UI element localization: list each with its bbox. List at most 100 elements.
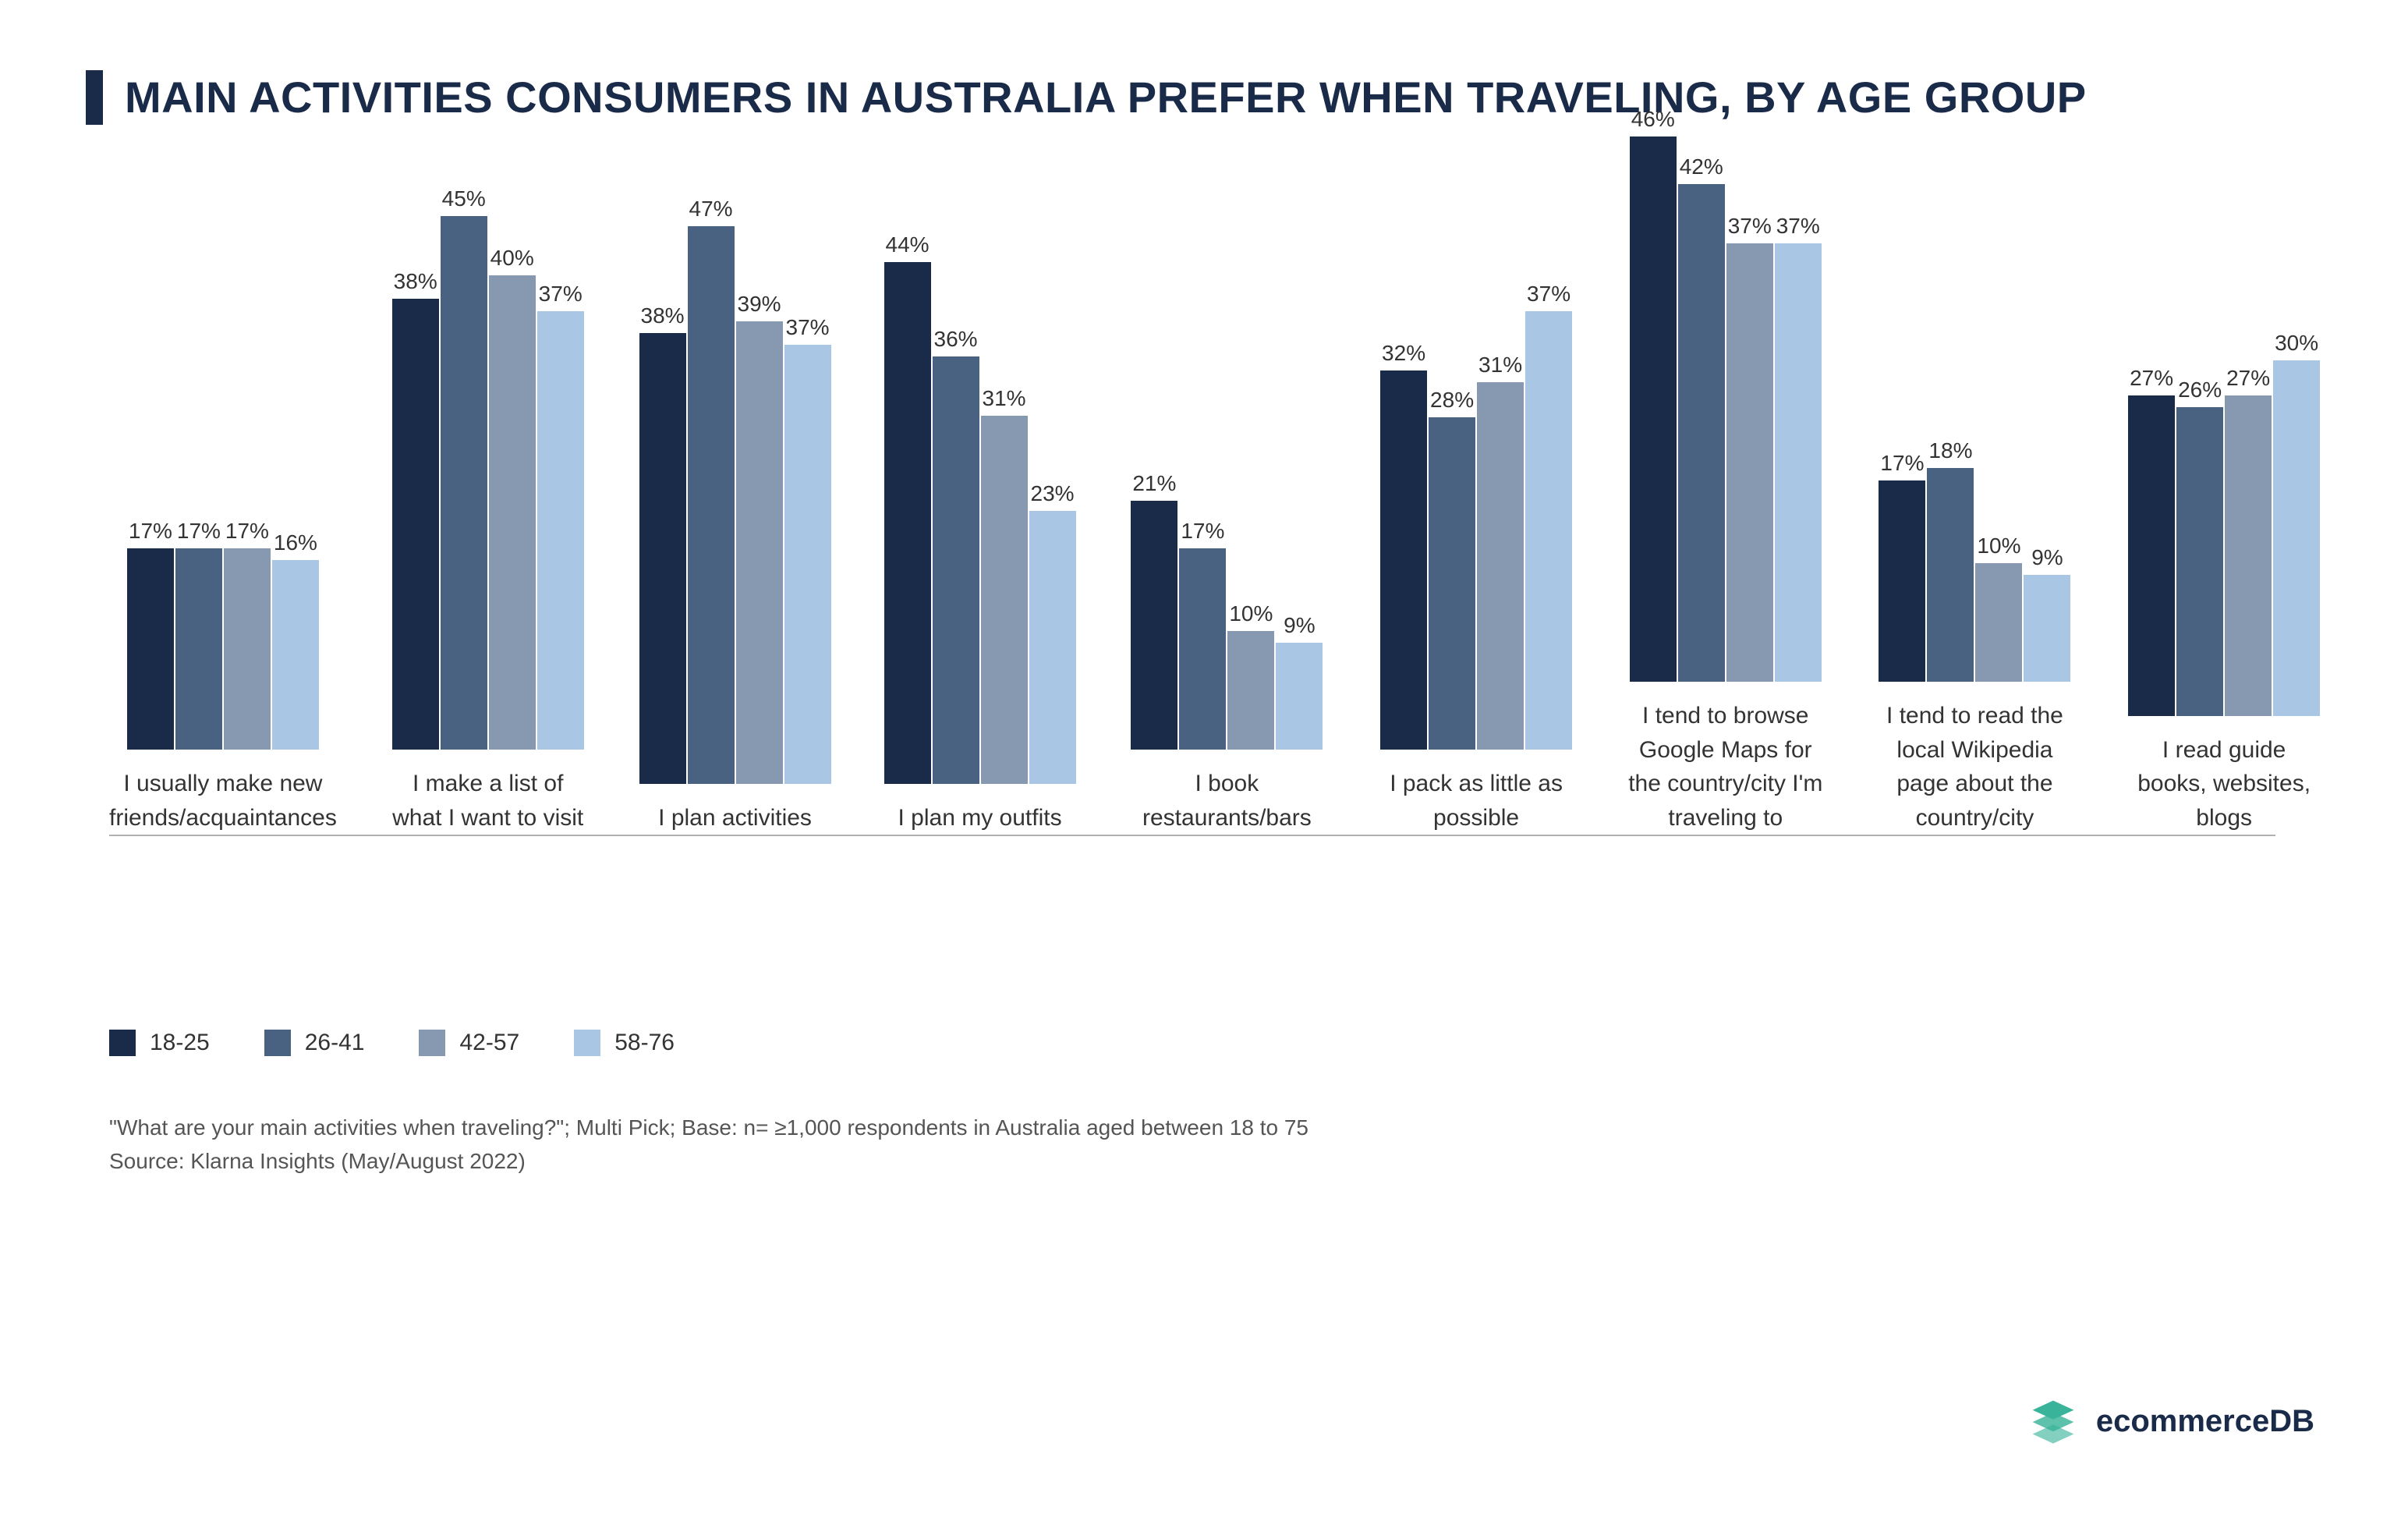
bar: 28%: [1429, 388, 1475, 750]
legend-label: 26-41: [305, 1030, 365, 1056]
bar-value-label: 17%: [177, 519, 221, 544]
chart-legend: 18-25 26-41 42-57 58-76: [109, 1030, 2322, 1056]
chart-baseline: [109, 835, 2275, 836]
bar-value-label: 36%: [934, 327, 978, 352]
category-label: I read guide books, websites, blogs: [2126, 733, 2322, 835]
bar: 17%: [175, 519, 222, 750]
bar-value-label: 9%: [1284, 613, 1315, 638]
bar: 42%: [1678, 154, 1725, 682]
bar: 17%: [127, 519, 174, 750]
bar: 17%: [1179, 519, 1226, 750]
category-label: I usually make new friends/acquaintances: [109, 767, 337, 835]
chart-footer: "What are your main activities when trav…: [109, 1111, 2322, 1179]
bar: 9%: [1276, 613, 1323, 750]
title-accent-bar: [86, 70, 103, 125]
bar-value-label: 37%: [1728, 214, 1772, 239]
category-label: I tend to browse Google Maps for the cou…: [1627, 699, 1824, 835]
chart-group: 46%42% 37%37% I tend to browse Google Maps…: [1627, 89, 1824, 835]
bar-value-label: 31%: [983, 386, 1026, 411]
bar: 31%: [981, 386, 1028, 783]
footer-question: "What are your main activities when trav…: [109, 1111, 2322, 1144]
category-label: I plan activities: [658, 801, 812, 835]
bar-value-label: 47%: [689, 197, 733, 222]
bar-value-label: 28%: [1430, 388, 1474, 413]
bar-value-label: 21%: [1132, 471, 1176, 496]
legend-item: 42-57: [419, 1030, 519, 1056]
chart-group: 17%18% 10% 9% I tend to read the local Wiki…: [1877, 89, 2073, 835]
bar: 40%: [489, 246, 536, 750]
bar-value-label: 32%: [1382, 341, 1425, 366]
bar-value-label: 38%: [394, 269, 437, 294]
chart-group: 27%26%27%30%I read guide books, websites…: [2126, 123, 2322, 835]
bar: 37%: [537, 282, 584, 750]
bar-value-label: 42%: [1680, 154, 1723, 179]
bar-value-label: 38%: [641, 303, 685, 328]
brand-name: ecommerceDB: [2096, 1404, 2314, 1439]
legend-swatch: [419, 1030, 445, 1056]
bar-value-label: 27%: [2130, 366, 2173, 391]
bar: 37%: [784, 315, 831, 783]
bar: 10%: [1975, 534, 2022, 682]
bar-value-label: 18%: [1928, 438, 1972, 463]
footer-source: Source: Klarna Insights (May/August 2022…: [109, 1144, 2322, 1178]
legend-label: 18-25: [150, 1030, 210, 1056]
bar: 37%: [1775, 214, 1822, 682]
chart-group: 44% 36% 31% 23% I plan my outfits: [884, 191, 1076, 835]
bar: 21%: [1131, 471, 1177, 750]
bar-value-label: 17%: [1880, 451, 1924, 476]
bar-value-label: 37%: [539, 282, 583, 307]
legend-label: 58-76: [614, 1030, 675, 1056]
bar: 17%: [224, 519, 271, 750]
bar-value-label: 27%: [2226, 366, 2270, 391]
legend-item: 18-25: [109, 1030, 210, 1056]
bar: 32%: [1380, 341, 1427, 750]
bar: 37%: [1726, 214, 1773, 682]
bar: 44%: [884, 232, 931, 784]
bar-value-label: 10%: [1977, 534, 2020, 558]
legend-item: 26-41: [264, 1030, 365, 1056]
bar: 38%: [639, 303, 686, 784]
bar: 45%: [441, 186, 487, 750]
bar-value-label: 26%: [2178, 378, 2222, 402]
brand-logo: ecommerceDB: [2027, 1395, 2314, 1447]
bar: 30%: [2273, 331, 2320, 716]
bar-value-label: 16%: [274, 530, 317, 555]
stack-icon: [2027, 1395, 2079, 1447]
bar-value-label: 9%: [2031, 545, 2063, 570]
bar-value-label: 30%: [2275, 331, 2318, 356]
bar: 26%: [2176, 378, 2223, 715]
bar-value-label: 23%: [1031, 481, 1075, 506]
bar: 47%: [688, 197, 735, 783]
chart-group: 32%28%31%37%I pack as little as possible: [1378, 157, 1574, 835]
bar-value-label: 44%: [886, 232, 930, 257]
bar-value-label: 17%: [225, 519, 269, 544]
bar: 9%: [2024, 545, 2070, 682]
legend-swatch: [574, 1030, 600, 1056]
bar-value-label: 17%: [1181, 519, 1224, 544]
legend-item: 58-76: [574, 1030, 675, 1056]
chart-group: 38% 45% 40%37% I make a list of what I want…: [390, 157, 586, 835]
bar: 18%: [1927, 438, 1974, 682]
legend-swatch: [109, 1030, 136, 1056]
bar: 10%: [1227, 601, 1274, 750]
bar: 39%: [736, 292, 783, 784]
bar-value-label: 39%: [738, 292, 781, 317]
bar: 31%: [1477, 353, 1524, 750]
legend-swatch: [264, 1030, 291, 1056]
bar: 16%: [272, 530, 319, 750]
bar: 27%: [2128, 366, 2175, 715]
bar: 17%: [1879, 451, 1925, 682]
chart-group: 21%17%10%9%I book restaurants/bars: [1129, 157, 1326, 835]
chart-group: 38% 47% 39%37% I plan activities: [639, 191, 831, 835]
category-label: I pack as little as possible: [1378, 767, 1574, 835]
bar-value-label: 31%: [1478, 353, 1522, 378]
bar: 46%: [1630, 107, 1677, 682]
bar: 36%: [933, 327, 979, 783]
bar-value-label: 45%: [442, 186, 486, 211]
category-label: I plan my outfits: [898, 801, 1062, 835]
category-label: I make a list of what I want to visit: [390, 767, 586, 835]
chart-group: 17%17%17%16%I usually make new friends/a…: [109, 157, 337, 835]
bar-value-label: 37%: [786, 315, 830, 340]
bar-value-label: 10%: [1229, 601, 1273, 626]
category-label: I tend to read the local Wikipedia page …: [1877, 699, 2073, 835]
